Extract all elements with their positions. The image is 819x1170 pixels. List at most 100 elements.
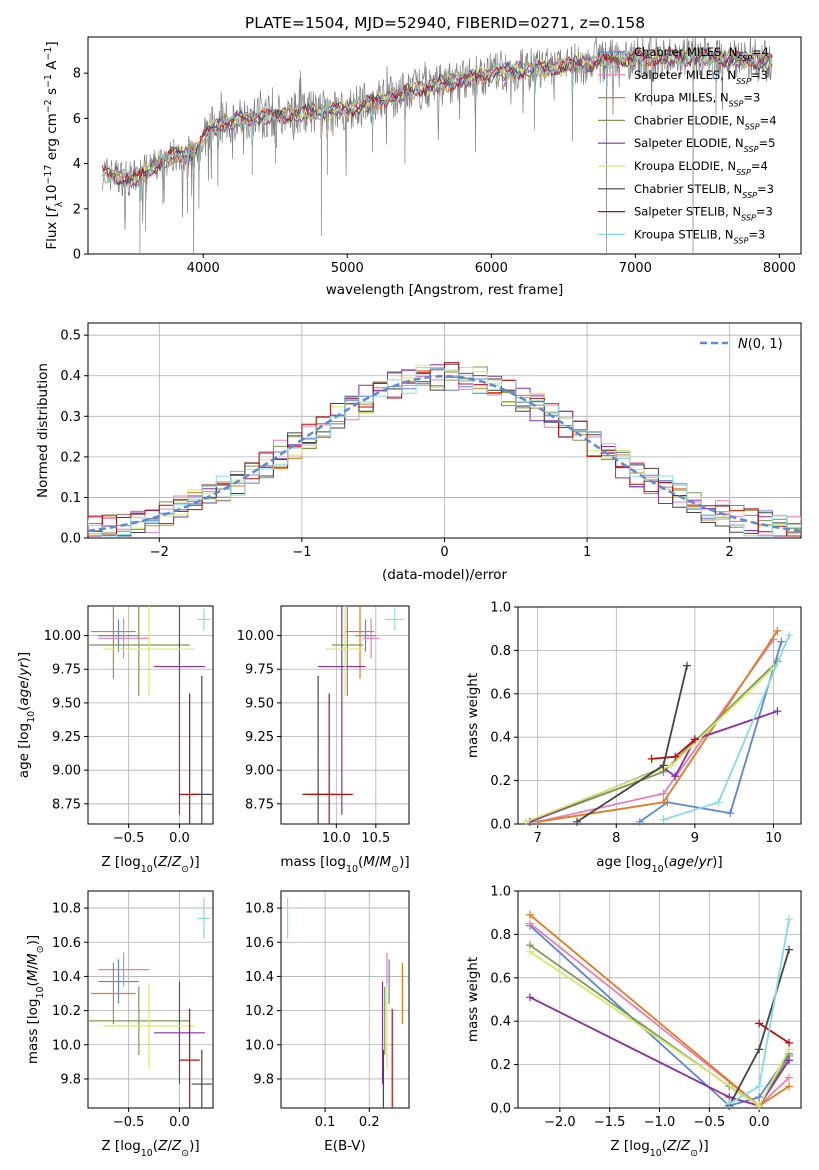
axes-frame (87, 36, 802, 255)
panel-mass_vs_z: −0.5 0.0 9.8 10.0 10.2 10.4 10.6 10.8 Z [log10(Z… (25, 890, 214, 1159)
y-tick-label: 8 (73, 67, 81, 82)
error-bars (302, 606, 405, 824)
weight-marker (659, 761, 668, 770)
y-tick-label: 9.50 (52, 696, 81, 711)
weight-series-line (529, 996, 790, 1107)
x-axis-label: (data-model)/error (382, 567, 508, 583)
weight-marker (755, 1045, 764, 1054)
legend-label: N(0, 1) (738, 337, 783, 352)
weight-marker (785, 631, 794, 640)
weight-marker (777, 637, 786, 646)
y-tick-label: 10.4 (52, 970, 81, 985)
panel-mass_weight_vs_age: 7 8 9 10 0.0 0.2 0.4 0.6 0.8 1.0 age [log10(age/yr… (465, 601, 802, 875)
panel-age_vs_mass: 10.0 10.5 8.75 9.00 9.25 9.50 9.75 10.00 mass [l… (237, 605, 410, 875)
weight-marker (785, 1056, 794, 1065)
data-point (98, 952, 149, 987)
x-tick-label: 7000 (619, 261, 652, 276)
weight-marker (659, 789, 668, 798)
y-tick-label: 8.75 (52, 797, 81, 812)
weight-marker (635, 817, 644, 826)
weight-marker (521, 817, 530, 826)
x-tick-label: −1.0 (644, 1115, 676, 1130)
weight-marker (726, 809, 735, 818)
y-tick-label: 10.6 (52, 936, 81, 951)
data-point (98, 959, 139, 1004)
weight-marker (690, 735, 699, 744)
x-tick-label: −2 (150, 545, 169, 560)
y-tick-label: 2 (73, 202, 81, 217)
x-tick-label: −0.5 (113, 831, 145, 846)
y-axis-label: mass weight (465, 957, 481, 1042)
data-point (197, 608, 210, 631)
data-point (91, 962, 136, 1025)
data-point (88, 986, 190, 1056)
panel-age_vs_z: −0.5 0.0 8.75 9.00 9.25 9.50 9.75 10.00 Z [log10… (16, 605, 214, 875)
axes-frame (87, 890, 214, 1109)
x-tick-label: 0.2 (359, 1115, 380, 1130)
weight-marker (659, 798, 668, 807)
legend-label: Chabrier STELIB, NSSP=3 (634, 182, 774, 200)
x-tick-label: 8 (612, 831, 620, 846)
model-spectrum-line (102, 48, 773, 203)
residual-histogram (88, 367, 801, 537)
x-tick-label: −0.5 (694, 1115, 726, 1130)
x-tick-label: 6000 (475, 261, 508, 276)
y-tick-label: 9.00 (245, 764, 274, 779)
y-tick-label: 4 (73, 157, 81, 172)
x-axis-label: Z [log10(Z/Z⊙)] (610, 1138, 708, 1159)
y-tick-label: 9.75 (245, 663, 274, 678)
y-tick-label: 0.6 (490, 971, 511, 986)
weight-series-line (758, 1022, 790, 1044)
weight-marker (755, 1019, 764, 1028)
y-tick-label: 9.8 (60, 1072, 81, 1087)
weight-marker (667, 761, 676, 770)
legend-label: Kroupa MILES, NSSP=3 (634, 91, 760, 109)
residual-histogram (88, 367, 801, 537)
y-tick-label: 0.4 (60, 369, 81, 384)
legend-label: Salpeter STELIB, NSSP=3 (634, 205, 773, 223)
y-tick-label: 10.00 (44, 629, 81, 644)
x-tick-label: 10.5 (361, 831, 390, 846)
weight-marker (785, 915, 794, 924)
x-tick-label: −1.5 (594, 1115, 626, 1130)
weight-marker (683, 661, 692, 670)
x-tick-label: 9 (691, 831, 699, 846)
y-tick-label: 0.1 (60, 491, 81, 506)
data-point (197, 897, 210, 939)
x-tick-label: 2 (726, 545, 734, 560)
data-point (88, 606, 190, 697)
y-tick-label: 10.6 (245, 936, 274, 951)
x-tick-label: 0.0 (169, 1115, 190, 1130)
y-tick-label: 10.8 (245, 902, 274, 917)
y-axis-label: mass [log10(M/M⊙)] (25, 935, 46, 1064)
data-point (345, 606, 375, 679)
x-axis-label: wavelength [Angstrom, rest frame] (326, 282, 564, 298)
y-tick-label: 1.0 (490, 885, 511, 900)
y-tick-label: 9.25 (245, 730, 274, 745)
plots-layer: 4000 5000 6000 7000 8000 0 2 4 6 8 Chabrier MILES,… (16, 36, 802, 1159)
x-tick-label: 0.0 (749, 1115, 770, 1130)
legend-label: Chabrier MILES, NSSP=4 (634, 45, 769, 63)
x-tick-label: 7 (534, 831, 542, 846)
x-axis-label: mass [log10(M/M⊙)] (280, 854, 409, 875)
axes-frame (517, 890, 802, 1109)
weight-marker (647, 754, 656, 763)
weight-marker (572, 817, 581, 826)
legend-label: Salpeter ELODIE, NSSP=5 (634, 136, 775, 154)
x-axis-label: Z [log10(Z/Z⊙)] (101, 1138, 199, 1159)
y-tick-label: 0.8 (490, 644, 511, 659)
x-axis-label: age [log10(age/yr)] (596, 854, 722, 875)
y-axis-label: mass weight (465, 673, 481, 758)
normal-distribution-curve (88, 374, 801, 533)
weight-marker (525, 947, 534, 956)
error-bars (287, 897, 403, 1108)
weight-series-line (663, 634, 791, 821)
weight-marker (785, 945, 794, 954)
y-tick-label: 0.4 (490, 731, 511, 746)
y-tick-label: 10.2 (245, 1004, 274, 1019)
y-tick-label: 0.4 (490, 1015, 511, 1030)
weight-marker (755, 1082, 764, 1091)
data-point (91, 606, 136, 679)
y-axis-label: Normed distribution (35, 363, 51, 498)
data-point (103, 606, 195, 697)
